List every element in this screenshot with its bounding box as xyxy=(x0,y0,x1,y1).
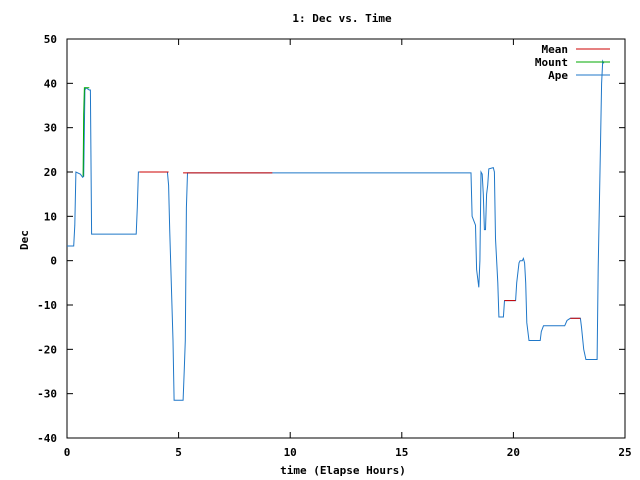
y-tick-label: 0 xyxy=(50,255,57,268)
x-tick-label: 15 xyxy=(395,446,408,459)
y-tick-label: 20 xyxy=(44,166,57,179)
y-tick-label: 40 xyxy=(44,77,57,90)
x-tick-label: 5 xyxy=(175,446,182,459)
plot-frame xyxy=(66,38,626,439)
axis-ticks: 0 5 10 15 20 25 -40 -30 -20 -10 0 10 20 30 40 50 xyxy=(37,33,632,459)
x-tick-label: 25 xyxy=(618,446,631,459)
y-tick-label: 50 xyxy=(44,33,57,46)
y-axis-label: Dec xyxy=(18,230,31,250)
legend-label: Mean xyxy=(542,43,569,56)
y-tick-label: -10 xyxy=(37,299,57,312)
series-mount-line xyxy=(82,87,90,177)
y-tick-label: -40 xyxy=(37,432,57,445)
series-ape-line xyxy=(67,59,605,401)
y-tick-label: 30 xyxy=(44,122,57,135)
y-tick-label: -30 xyxy=(37,388,57,401)
x-tick-label: 0 xyxy=(64,446,71,459)
x-axis-label: time (Elapse Hours) xyxy=(280,464,406,477)
chart-title: 1: Dec vs. Time xyxy=(292,12,392,25)
plot-area xyxy=(66,38,626,439)
x-tick-label: 20 xyxy=(507,446,520,459)
x-tick-label: 10 xyxy=(284,446,297,459)
y-tick-label: 10 xyxy=(44,210,57,223)
legend-label: Ape xyxy=(548,69,568,82)
series-lines xyxy=(67,59,605,401)
legend-label: Mount xyxy=(535,56,568,69)
y-tick-label: -20 xyxy=(37,343,57,356)
